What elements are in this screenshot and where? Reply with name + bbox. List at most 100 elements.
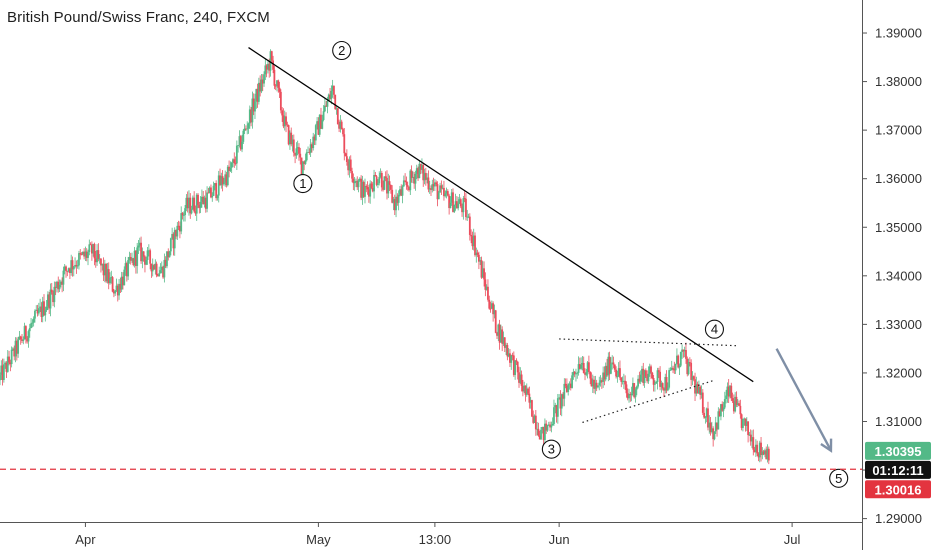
candle <box>10 346 13 368</box>
candle-body <box>440 185 443 189</box>
candle-body <box>238 136 241 146</box>
candle <box>22 336 25 345</box>
candle <box>281 107 284 122</box>
candle-body <box>356 180 359 188</box>
candle-body <box>603 372 606 380</box>
candle-body <box>569 383 572 388</box>
candle <box>727 379 730 403</box>
candle <box>550 421 553 433</box>
candle <box>384 171 387 182</box>
candle <box>96 244 98 266</box>
candle <box>754 439 757 457</box>
candle-body <box>131 258 133 261</box>
candle <box>529 397 532 409</box>
candle-body <box>277 80 280 88</box>
candle-body <box>78 253 80 266</box>
candle-body <box>378 177 381 184</box>
candle-body <box>124 263 127 270</box>
candle <box>114 290 117 296</box>
candle-body <box>18 336 21 340</box>
candle-body <box>369 183 372 197</box>
candle <box>582 356 585 374</box>
candle-body <box>439 185 441 193</box>
candle-body <box>707 408 709 428</box>
candle-body <box>516 361 519 373</box>
candle <box>545 420 548 434</box>
candle <box>681 344 683 359</box>
candle <box>721 401 724 412</box>
candle <box>703 407 705 420</box>
candle <box>445 187 448 199</box>
candle-body <box>162 266 164 278</box>
candle <box>84 246 87 261</box>
candle <box>585 368 588 377</box>
candle-body <box>392 199 395 203</box>
candle <box>691 371 694 386</box>
candle-body <box>700 392 703 395</box>
candle <box>163 253 166 283</box>
candle-body <box>502 337 505 344</box>
candle <box>374 171 377 177</box>
candle <box>377 179 379 189</box>
candle <box>731 392 734 403</box>
candle <box>182 211 185 222</box>
candle <box>505 342 507 355</box>
candle-body <box>355 180 357 182</box>
candle-body <box>45 306 48 311</box>
countdown-tag: 01:12:11 <box>865 460 931 479</box>
candle-body <box>449 202 452 209</box>
candle-body <box>764 450 766 455</box>
candle <box>413 171 416 189</box>
candle <box>493 304 496 319</box>
candle <box>590 372 593 387</box>
candle-body <box>159 270 162 274</box>
candle-body <box>317 121 320 135</box>
candle-body <box>765 450 768 460</box>
candle <box>470 229 473 244</box>
candle-body <box>320 114 322 129</box>
candle <box>349 155 352 174</box>
candle-body <box>705 408 708 418</box>
candle <box>190 205 193 215</box>
candle-body <box>102 263 105 276</box>
candle <box>31 319 34 328</box>
candle-body <box>524 385 527 395</box>
candle-body <box>330 90 333 99</box>
candle-body <box>659 371 661 387</box>
candle-body <box>243 128 246 131</box>
candle <box>116 283 119 302</box>
candle <box>386 170 388 200</box>
candle <box>57 276 60 293</box>
candle-body <box>395 196 397 211</box>
candle <box>151 258 154 277</box>
candle-body <box>351 171 353 179</box>
candle <box>647 366 650 384</box>
candle <box>147 244 150 257</box>
candle-body <box>367 189 370 197</box>
candle <box>558 394 561 400</box>
candle-body <box>597 385 599 388</box>
candle <box>646 370 649 384</box>
candle-body <box>303 161 306 164</box>
candle <box>690 359 693 387</box>
candle-body <box>459 199 462 207</box>
candle <box>49 283 52 317</box>
candle-body <box>202 196 205 205</box>
candle-body <box>453 205 456 212</box>
candle-body <box>107 269 110 284</box>
candle-body <box>446 191 449 196</box>
candle-body <box>568 383 571 385</box>
candle-body <box>17 339 20 354</box>
candle-body <box>28 328 31 332</box>
candle <box>344 152 347 157</box>
candle <box>652 375 655 392</box>
candle <box>564 378 567 389</box>
wave-label-text: 5 <box>835 471 842 486</box>
candle <box>648 363 651 377</box>
candle-body <box>199 201 202 208</box>
candle-body <box>479 260 482 262</box>
candle <box>615 366 617 379</box>
candle-body <box>103 263 106 276</box>
candle <box>119 277 122 293</box>
